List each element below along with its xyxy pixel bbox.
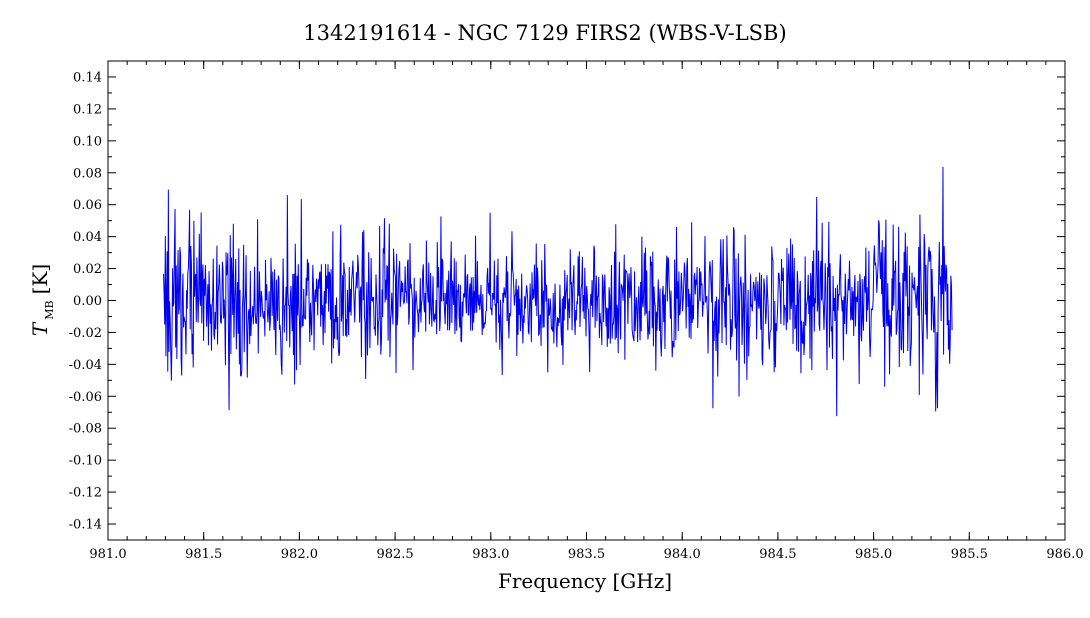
y-tick-label: 0.08 xyxy=(73,166,102,181)
y-tick-label: 0.14 xyxy=(73,70,102,85)
y-tick-label: 0.00 xyxy=(73,294,102,309)
x-tick-label: 984.5 xyxy=(759,547,796,562)
y-axis-label: T MB [K] xyxy=(28,264,56,336)
series-group xyxy=(163,166,953,417)
y-axis: 0.14 0.12 0.10 0.08 0.06 0.04 0.02 0.00 -0.02 -0.… xyxy=(69,60,1065,541)
x-tick-label: 982.0 xyxy=(281,547,318,562)
y-tick-label: -0.06 xyxy=(69,390,102,405)
x-axis: 981.0 981.5 982.0 982.5 983.0 983.5 984.0 984.5… xyxy=(89,61,1084,562)
x-tick-label: 982.5 xyxy=(376,547,413,562)
y-tick-label: -0.10 xyxy=(69,454,102,469)
y-tick-label: 0.12 xyxy=(73,102,102,117)
y-axis-label-unit: [K] xyxy=(28,264,52,295)
y-tick-label: 0.10 xyxy=(73,134,102,149)
x-tick-label: 983.0 xyxy=(472,547,509,562)
x-tick-label: 981.0 xyxy=(89,547,126,562)
y-tick-label: -0.04 xyxy=(69,358,102,373)
y-axis-label-symbol: T xyxy=(28,321,52,336)
x-tick-label: 985.0 xyxy=(855,547,892,562)
y-tick-label: -0.14 xyxy=(69,518,102,533)
x-tick-label: 983.5 xyxy=(568,547,605,562)
plot-area xyxy=(107,60,1066,541)
y-axis-label-subscript: MB xyxy=(43,300,56,319)
y-tick-label: 0.06 xyxy=(73,198,102,213)
x-axis-label: Frequency [GHz] xyxy=(498,569,672,593)
y-tick-label: -0.08 xyxy=(69,422,102,437)
y-tick-label: -0.02 xyxy=(69,326,102,341)
svg-text:TMB[K]: T MB [K] xyxy=(28,264,56,336)
x-tick-label: 985.5 xyxy=(951,547,988,562)
x-tick-label: 986.0 xyxy=(1046,547,1083,562)
y-tick-label: 0.04 xyxy=(73,230,102,245)
x-tick-label: 984.0 xyxy=(664,547,701,562)
y-tick-label: -0.12 xyxy=(69,486,102,501)
spectrum-series-line xyxy=(163,166,953,417)
y-tick-label: 0.02 xyxy=(73,262,102,277)
x-tick-label: 981.5 xyxy=(185,547,222,562)
chart-title: 1342191614 - NGC 7129 FIRS2 (WBS-V-LSB) xyxy=(303,21,786,45)
